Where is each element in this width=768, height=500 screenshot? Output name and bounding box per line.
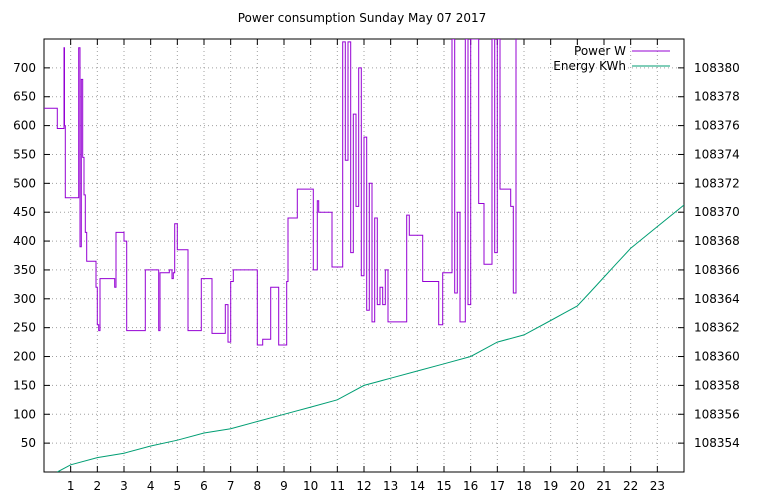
chart-title: Power consumption Sunday May 07 2017 [238,11,487,25]
y2-axis-ticks: 108354 108356 108358 108360 108362 108364 1083… [678,61,740,450]
x-tick-label: 19 [543,479,558,493]
x-tick-label: 15 [436,479,451,493]
y2-tick-label: 108360 [694,350,740,364]
y-tick-label: 600 [13,119,36,133]
x-tick-label: 11 [330,479,345,493]
x-tick-label: 8 [254,479,262,493]
x-tick-label: 4 [147,479,155,493]
x-tick-label: 12 [356,479,371,493]
y2-tick-label: 108380 [694,61,740,75]
x-tick-label: 13 [383,479,398,493]
series-line-0 [44,39,517,346]
x-tick-label: 3 [120,479,128,493]
y-tick-label: 350 [13,263,36,277]
y2-tick-label: 108354 [694,436,740,450]
y-axis-ticks: 50 100 150 200 250 300 350 400 450 500 550 600 650 70… [13,61,50,450]
y2-tick-label: 108366 [694,263,740,277]
x-tick-label: 21 [596,479,611,493]
x-tick-label: 18 [516,479,531,493]
y-tick-label: 50 [21,436,36,450]
x-tick-label: 14 [410,479,425,493]
legend-label-1: Energy KWh [553,59,626,73]
y-tick-label: 250 [13,321,36,335]
x-tick-label: 2 [94,479,102,493]
y2-tick-label: 108362 [694,321,740,335]
y-tick-label: 500 [13,176,36,190]
x-tick-label: 20 [570,479,585,493]
y-tick-label: 100 [13,407,36,421]
x-tick-label: 10 [303,479,318,493]
x-axis-ticks: 1 2 3 4 5 6 7 8 9 10 11 12 13 14 15 16 17 18 19 20 21 22 23 [67,39,665,493]
y-tick-label: 650 [13,90,36,104]
y-tick-label: 400 [13,234,36,248]
x-tick-label: 16 [463,479,478,493]
y2-tick-label: 108370 [694,205,740,219]
y-tick-label: 150 [13,378,36,392]
y2-tick-label: 108372 [694,176,740,190]
x-tick-label: 1 [67,479,75,493]
y-tick-label: 450 [13,205,36,219]
x-tick-label: 17 [490,479,505,493]
y2-tick-label: 108364 [694,292,740,306]
y2-tick-label: 108358 [694,378,740,392]
x-tick-label: 7 [227,479,235,493]
x-tick-label: 6 [200,479,208,493]
y-tick-label: 300 [13,292,36,306]
y2-tick-label: 108374 [694,147,740,161]
y2-tick-label: 108356 [694,407,740,421]
y2-tick-label: 108378 [694,90,740,104]
y-tick-label: 700 [13,61,36,75]
y-tick-label: 200 [13,350,36,364]
x-tick-label: 22 [623,479,638,493]
x-tick-label: 9 [280,479,288,493]
series-line-1 [57,204,684,472]
y2-tick-label: 108376 [694,119,740,133]
x-tick-label: 23 [650,479,665,493]
legend-label-0: Power W [574,44,626,58]
x-tick-label: 5 [174,479,182,493]
series-lines [44,39,684,472]
y-tick-label: 550 [13,147,36,161]
y2-tick-label: 108368 [694,234,740,248]
